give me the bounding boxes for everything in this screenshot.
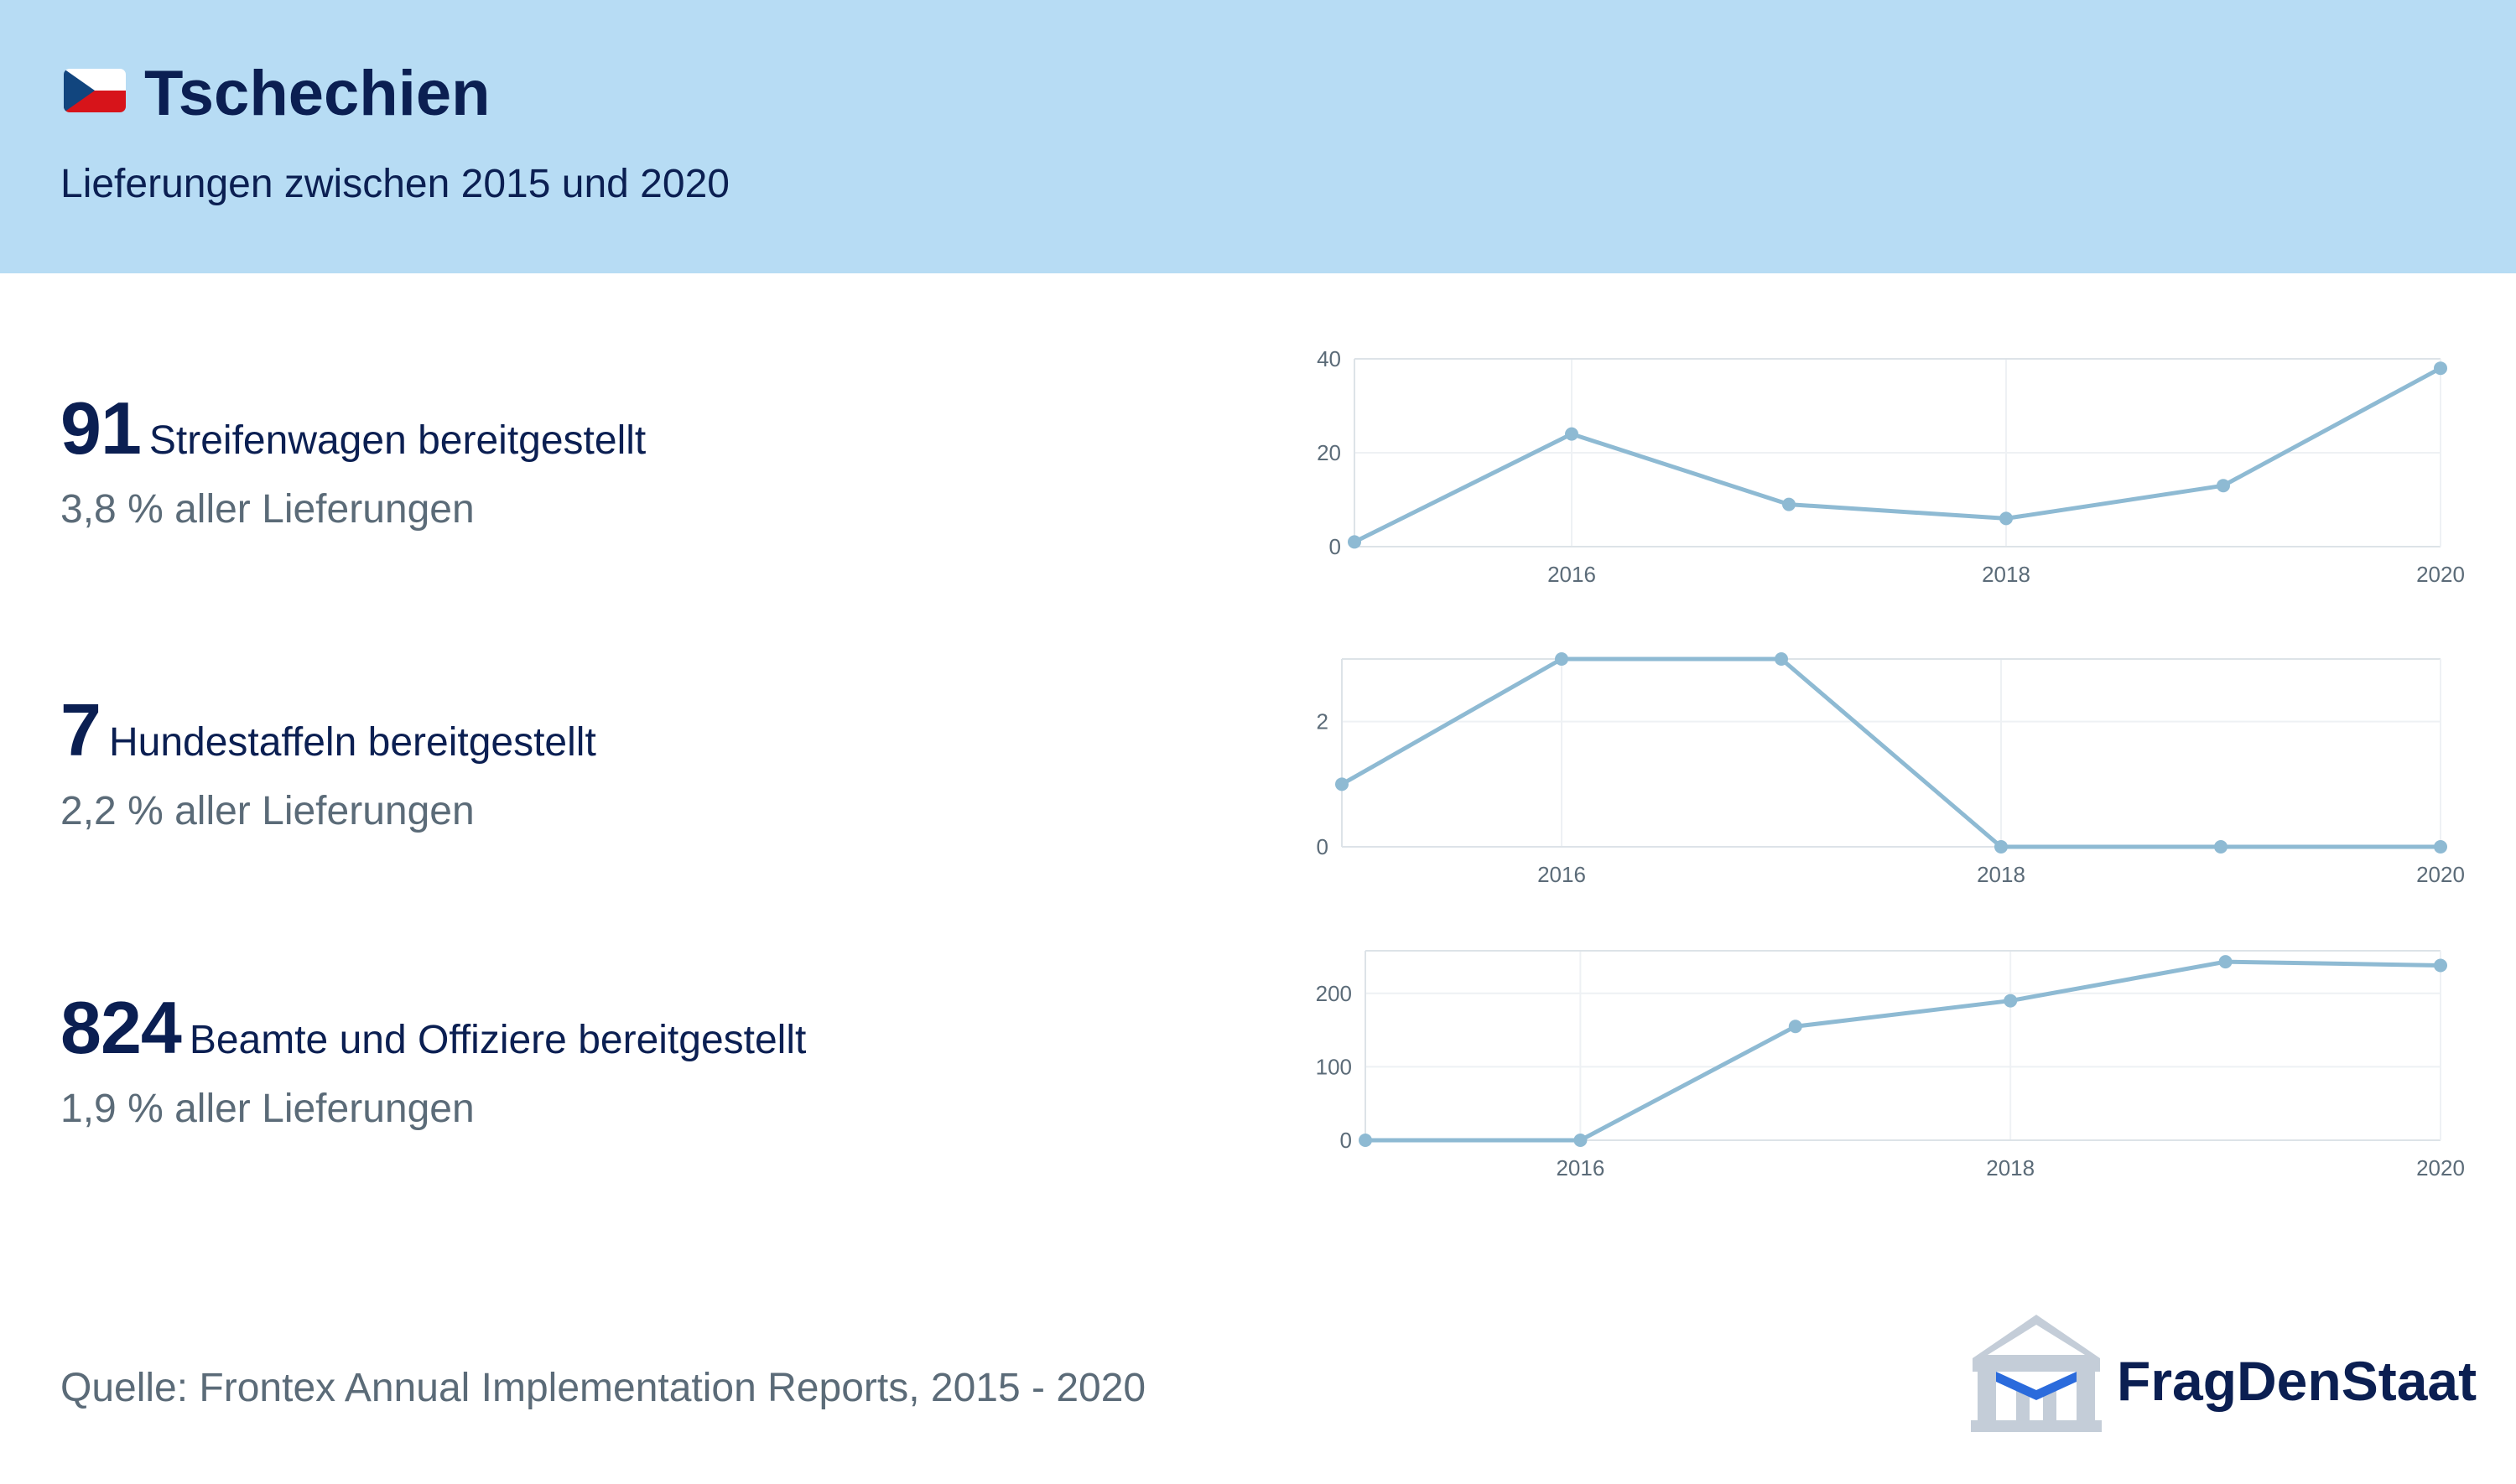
data-point — [1573, 1134, 1588, 1147]
data-point — [1775, 652, 1788, 666]
data-point — [1565, 427, 1578, 441]
data-point — [1994, 840, 2008, 854]
building-mail-icon — [1971, 1315, 2102, 1432]
series-line — [1353, 366, 2442, 544]
data-point — [2214, 840, 2227, 854]
series-line — [1365, 959, 2441, 1143]
x-tick-label: 2016 — [1547, 562, 1596, 587]
x-tick-label: 2020 — [2416, 862, 2465, 887]
data-point — [1788, 1020, 1802, 1034]
x-tick-label: 2020 — [2416, 1155, 2465, 1180]
x-tick-label: 2018 — [1986, 1155, 2035, 1180]
fragdenstaat-logo[interactable]: FragDenStaat — [1969, 1308, 2489, 1434]
stat-patrol-cars: 91 Streifenwagen bereitgestellt — [60, 386, 646, 471]
data-point — [2434, 958, 2447, 973]
logo-text: FragDenStaat — [2117, 1350, 2477, 1412]
stat-share: 1,9 % aller Lieferungen — [60, 1087, 475, 1131]
czech-flag-icon — [64, 69, 126, 112]
y-tick-label: 20 — [1317, 440, 1341, 465]
y-tick-label: 100 — [1316, 1054, 1352, 1079]
data-point — [2434, 840, 2447, 854]
stat-number: 7 — [60, 688, 101, 771]
stat-number: 824 — [60, 986, 182, 1069]
chart-patrol-cars: 0 20 40 2016 2018 2020 — [1317, 346, 2465, 587]
stat-label: Hundestaffeln bereitgestellt — [108, 720, 596, 765]
data-point — [2217, 479, 2230, 493]
header-banner: Tschechien Lieferungen zwischen 2015 und… — [0, 0, 2516, 273]
y-tick-label: 200 — [1316, 981, 1352, 1006]
y-tick-label: 0 — [1329, 534, 1341, 559]
x-tick-label: 2016 — [1537, 862, 1586, 887]
data-point — [1335, 777, 1349, 791]
x-tick-label: 2016 — [1556, 1155, 1604, 1180]
data-point — [1359, 1134, 1372, 1147]
data-point — [2218, 955, 2233, 969]
stat-share: 3,8 % aller Lieferungen — [60, 487, 475, 532]
source-note: Quelle: Frontex Annual Implementation Re… — [60, 1366, 1146, 1410]
chart-dog-teams: 0 2 2016 2018 2020 — [1317, 652, 2465, 887]
y-tick-label: 0 — [1317, 834, 1328, 859]
chart-officers: 0 100 200 2016 2018 2020 — [1316, 950, 2465, 1180]
stat-dog-teams: 7 Hundestaffeln bereitgestellt — [60, 688, 596, 773]
data-point — [1348, 535, 1361, 549]
x-tick-label: 2020 — [2416, 562, 2465, 587]
stat-officers: 824 Beamte und Offiziere bereitgestellt — [60, 985, 806, 1071]
data-point — [1782, 497, 1796, 511]
data-point — [2004, 994, 2018, 1008]
y-tick-label: 0 — [1340, 1128, 1352, 1153]
y-tick-label: 40 — [1317, 346, 1341, 371]
x-tick-label: 2018 — [1977, 862, 2025, 887]
data-point — [2434, 361, 2447, 376]
x-tick-label: 2018 — [1982, 562, 2030, 587]
data-point — [1555, 652, 1568, 666]
page-title: Tschechien — [144, 58, 491, 129]
data-point — [1999, 511, 2013, 526]
page-subtitle: Lieferungen zwischen 2015 und 2020 — [60, 162, 730, 206]
y-tick-label: 2 — [1317, 709, 1328, 734]
stat-label: Streifenwagen bereitgestellt — [148, 418, 647, 463]
stat-share: 2,2 % aller Lieferungen — [60, 789, 475, 833]
stat-label: Beamte und Offiziere bereitgestellt — [189, 1018, 807, 1062]
series-line — [1340, 656, 2441, 849]
stat-number: 91 — [60, 387, 142, 470]
